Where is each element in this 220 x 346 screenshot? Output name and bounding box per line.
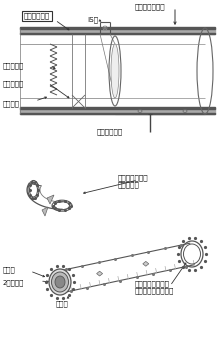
Polygon shape [47, 195, 54, 204]
Text: エンクロージャ
（炭素鋼）: エンクロージャ （炭素鋼） [118, 174, 149, 188]
Text: IS孔: IS孔 [87, 16, 98, 22]
Text: 2次系配管: 2次系配管 [3, 280, 24, 286]
Bar [20, 107, 215, 109]
Text: 区画化構造: 区画化構造 [3, 80, 24, 86]
Polygon shape [97, 271, 103, 276]
Ellipse shape [55, 276, 65, 288]
Bar [20, 113, 215, 114]
Bar [20, 108, 215, 114]
Polygon shape [143, 261, 149, 266]
Ellipse shape [49, 269, 71, 295]
Text: 漏えい検出器: 漏えい検出器 [24, 13, 50, 19]
Polygon shape [42, 207, 48, 216]
Bar [20, 27, 215, 28]
Text: エンクロージャ: エンクロージャ [135, 3, 166, 10]
Text: 内装板: 内装板 [3, 267, 16, 273]
Text: 配管サポート: 配管サポート [97, 128, 123, 135]
Ellipse shape [111, 44, 119, 98]
Bar [20, 28, 215, 34]
Text: ベローズ: ベローズ [3, 100, 20, 107]
Text: 保温材: 保温材 [56, 300, 68, 307]
Text: 窒素雰囲気: 窒素雰囲気 [3, 62, 24, 69]
Bar [20, 33, 215, 34]
Ellipse shape [51, 272, 68, 292]
Text: 分割フランジ構造
（リップシール付）: 分割フランジ構造 （リップシール付） [135, 280, 174, 294]
